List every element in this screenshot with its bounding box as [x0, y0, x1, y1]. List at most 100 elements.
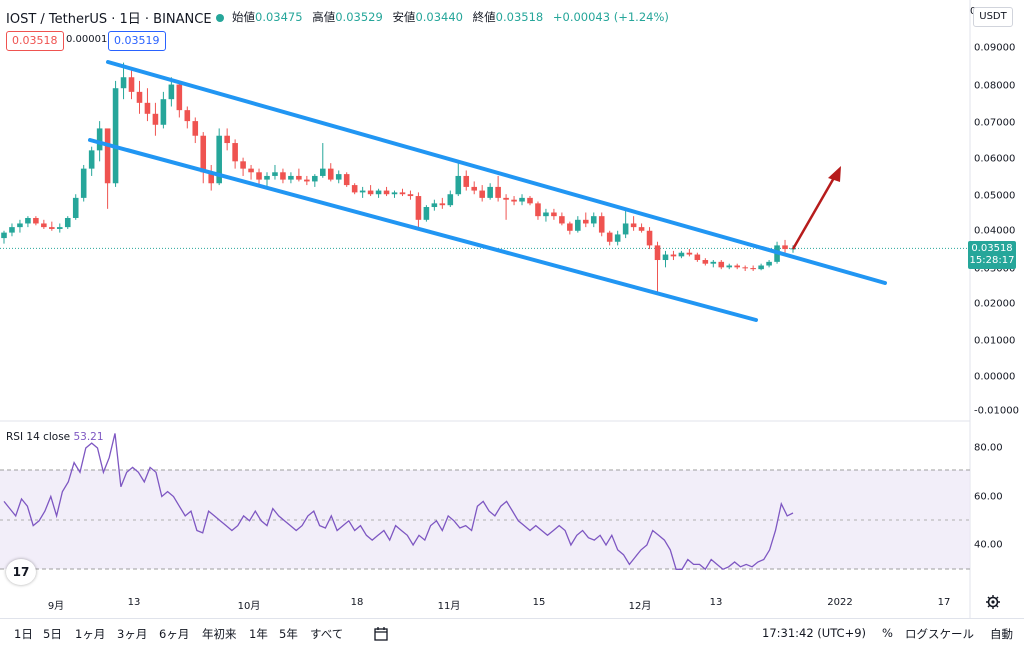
candle-body [447, 194, 454, 206]
range-5y[interactable]: 5年 [279, 627, 298, 641]
auto-scale-toggle[interactable]: 自動 [990, 627, 1013, 641]
candle-body [104, 128, 111, 184]
candle-body [88, 150, 95, 169]
log-scale-toggle[interactable]: ログスケール [905, 627, 974, 641]
candle-body [590, 216, 597, 224]
candle-body [184, 110, 191, 122]
candle-body [56, 227, 63, 229]
candle-body [463, 175, 470, 187]
range-3m[interactable]: 3ヶ月 [117, 627, 148, 641]
time-tick: 2022 [827, 597, 853, 608]
range-ytd[interactable]: 年初来 [202, 627, 237, 641]
current-price-label: 0.03518 15:28:17 [968, 241, 1016, 269]
candle-body [136, 91, 143, 103]
clock-time[interactable]: 17:31:42 (UTC+9) [762, 626, 867, 640]
rsi-line [3, 433, 794, 571]
time-tick: 15 [532, 597, 546, 608]
candle-body [734, 265, 741, 268]
calendar-icon[interactable] [373, 626, 389, 642]
candle-countdown: 15:28:17 [969, 255, 1015, 266]
candle-body [423, 207, 430, 220]
candle-body [312, 175, 318, 182]
candle-body [511, 199, 517, 202]
candle-body [200, 135, 207, 173]
candle-body [120, 77, 127, 89]
candle-body [176, 84, 183, 111]
price-tick: -0.01000 [974, 405, 1019, 417]
candle-body [758, 265, 764, 270]
rsi-legend[interactable]: RSI 14 close 53.21 [6, 431, 104, 443]
candle-body [503, 197, 509, 200]
candle-body [192, 121, 199, 136]
candle-body [240, 161, 246, 169]
time-tick: 9月 [47, 601, 65, 612]
time-tick: 17 [937, 597, 951, 608]
time-tick: 13 [127, 597, 141, 608]
tradingview-logo[interactable]: 17 [6, 559, 36, 585]
rsi-value: 53.21 [73, 431, 104, 443]
change-value: +0.00043 (+1.24%) [552, 10, 669, 24]
candle-body [160, 99, 167, 125]
candle-body [375, 190, 382, 195]
candle-body [128, 77, 135, 92]
candle-body [742, 267, 748, 269]
range-1y[interactable]: 1年 [249, 627, 268, 641]
candle-body [646, 230, 653, 246]
gear-icon[interactable] [985, 594, 1001, 610]
percent-toggle[interactable]: % [882, 626, 893, 640]
candle-body [479, 190, 485, 198]
buy-price-button[interactable]: 0.03519 [108, 31, 166, 51]
candle-body [224, 135, 230, 144]
range-1m[interactable]: 1ヶ月 [75, 627, 106, 641]
range-1d[interactable]: 1日 [14, 627, 33, 641]
symbol-title[interactable]: IOST / TetherUS · 1日 · BINANCE [6, 12, 212, 27]
rsi-tick: 40.00 [974, 539, 1003, 551]
sell-price-button[interactable]: 0.03518 [6, 31, 64, 51]
candle-body [9, 227, 15, 233]
breakout-arrow-shaft[interactable] [791, 175, 837, 250]
candle-body [248, 168, 254, 173]
candle-body [638, 227, 645, 231]
low-value: 0.03440 [415, 10, 463, 24]
channel-lower-line[interactable] [88, 138, 758, 322]
candle-body [630, 223, 637, 228]
candle-body [622, 223, 629, 235]
candle-body [614, 234, 621, 242]
time-tick: 12月 [628, 601, 652, 612]
candle-body [304, 179, 310, 182]
candle-body [726, 265, 733, 268]
candle-body [72, 197, 79, 218]
candlestick-series [1, 62, 796, 295]
candle-body [288, 175, 294, 180]
candle-body [256, 172, 262, 180]
candle-body [399, 192, 406, 195]
price-tick: 0.08000 [974, 80, 1016, 92]
candle-body [551, 212, 557, 217]
candle-body [694, 254, 701, 261]
candle-body [296, 175, 302, 180]
candle-body [678, 252, 685, 257]
candle-body [64, 217, 71, 228]
candle-body [351, 185, 358, 193]
candle-body [144, 102, 151, 114]
channel-upper-line[interactable] [106, 60, 887, 285]
candle-body [567, 223, 573, 231]
candle-body [766, 261, 772, 266]
candle-body [543, 212, 549, 217]
candle-body [598, 216, 605, 233]
range-all[interactable]: すべて [310, 627, 344, 641]
candle-body [702, 260, 709, 264]
price-tick: 0.06000 [974, 153, 1016, 165]
bottom-toolbar: 1日 5日 1ヶ月 3ヶ月 6ヶ月 年初来 1年 5年 すべて 17:31:42… [0, 618, 1024, 652]
candle-body [471, 186, 478, 191]
candle-body [407, 194, 414, 197]
currency-button[interactable]: USDT [973, 7, 1013, 27]
ohlc-readout: 始値0.03475 高値0.03529 安値0.03440 終値0.03518 … [232, 9, 675, 25]
range-6m[interactable]: 6ヶ月 [159, 627, 190, 641]
candle-body [391, 192, 398, 195]
range-5d[interactable]: 5日 [43, 627, 62, 641]
rsi-tick: 80.00 [974, 442, 1003, 454]
candle-body [487, 186, 493, 198]
price-tick: 0.03000 [974, 263, 1016, 275]
